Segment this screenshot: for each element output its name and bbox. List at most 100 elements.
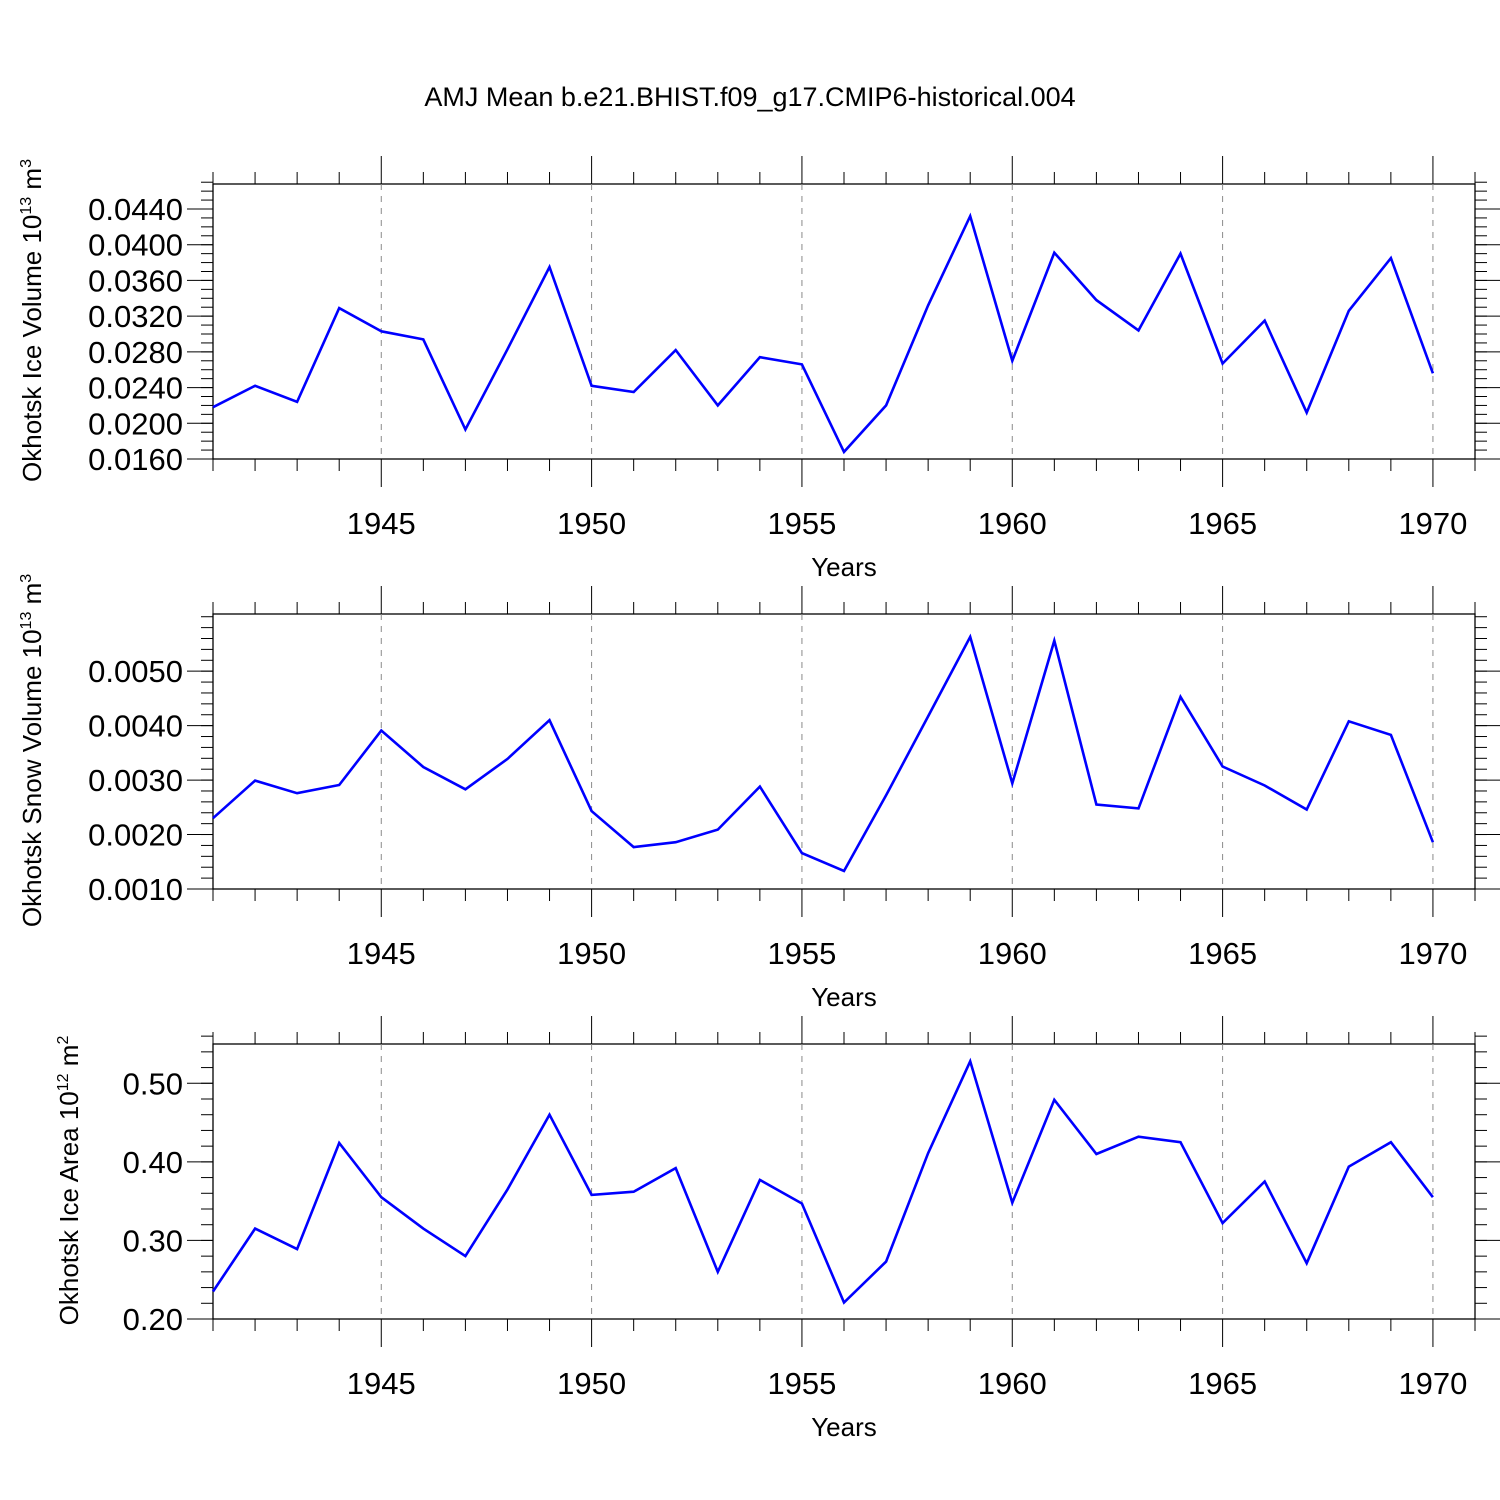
data-point bbox=[421, 337, 425, 341]
data-point bbox=[1010, 359, 1014, 363]
x-tick-label: 1965 bbox=[1188, 1366, 1257, 1401]
x-tick-label: 1960 bbox=[978, 936, 1047, 971]
data-point bbox=[463, 1254, 467, 1258]
x-axis-label: Years bbox=[811, 552, 877, 582]
y-tick-label: 0.0050 bbox=[88, 654, 183, 689]
data-point bbox=[1136, 1135, 1140, 1139]
y-axis-label: Okhotsk Snow Volume 1013 m3 bbox=[17, 574, 47, 927]
data-point bbox=[968, 1059, 972, 1063]
data-point bbox=[1305, 411, 1309, 415]
data-point bbox=[548, 718, 552, 722]
data-point bbox=[253, 384, 257, 388]
data-point bbox=[590, 809, 594, 813]
data-point bbox=[1347, 719, 1351, 723]
data-point bbox=[295, 400, 299, 404]
data-point bbox=[1389, 256, 1393, 260]
data-point bbox=[1263, 784, 1267, 788]
x-tick-label: 1970 bbox=[1398, 936, 1467, 971]
panel-3: 1945 1950 1955 1960 1965 1970 Years 0.20 0.30 0.4… bbox=[54, 1016, 1500, 1442]
data-point bbox=[421, 765, 425, 769]
x-tick-label: 1955 bbox=[767, 506, 836, 541]
data-point bbox=[1389, 733, 1393, 737]
data-point bbox=[1010, 781, 1014, 785]
data-point bbox=[884, 793, 888, 797]
x-tick-label: 1960 bbox=[978, 1366, 1047, 1401]
data-point bbox=[1179, 252, 1183, 256]
data-point bbox=[1431, 840, 1435, 844]
data-point bbox=[674, 348, 678, 352]
data-point bbox=[295, 1247, 299, 1251]
data-point bbox=[758, 1178, 762, 1182]
data-point bbox=[674, 840, 678, 844]
data-point bbox=[1094, 1152, 1098, 1156]
x-tick-label: 1965 bbox=[1188, 506, 1257, 541]
data-point bbox=[716, 1270, 720, 1274]
data-point bbox=[253, 1227, 257, 1231]
data-point bbox=[1221, 764, 1225, 768]
y-axis-label: Okhotsk Ice Volume 1013 m3 bbox=[17, 159, 47, 482]
y-tick-label: 0.0040 bbox=[88, 709, 183, 744]
data-point bbox=[1052, 1098, 1056, 1102]
x-tick-label: 1950 bbox=[557, 936, 626, 971]
data-point bbox=[716, 828, 720, 832]
y-tick-label: 0.0200 bbox=[88, 406, 183, 441]
y-tick-label: 0.0320 bbox=[88, 299, 183, 334]
data-point bbox=[505, 757, 509, 761]
data-point bbox=[1136, 328, 1140, 332]
y-tick-label: 0.30 bbox=[123, 1223, 183, 1258]
data-point bbox=[968, 635, 972, 639]
data-point bbox=[505, 1187, 509, 1191]
data-point bbox=[632, 845, 636, 849]
data-point bbox=[590, 1193, 594, 1197]
x-tick-label: 1945 bbox=[347, 506, 416, 541]
data-point bbox=[1431, 1195, 1435, 1199]
data-point bbox=[337, 1141, 341, 1145]
data-point bbox=[1094, 803, 1098, 807]
data-point bbox=[674, 1166, 678, 1170]
data-point bbox=[758, 785, 762, 789]
data-point bbox=[463, 787, 467, 791]
data-point bbox=[1389, 1140, 1393, 1144]
y-tick-label: 0.40 bbox=[123, 1145, 183, 1180]
data-point bbox=[926, 714, 930, 718]
data-point bbox=[842, 450, 846, 454]
data-point bbox=[800, 851, 804, 855]
y-tick-label: 0.0440 bbox=[88, 192, 183, 227]
panel-2: 1945 1950 1955 1960 1965 1970 Years 0.0010 0.002… bbox=[17, 574, 1500, 1012]
x-axis-label: Years bbox=[811, 1412, 877, 1442]
data-point bbox=[1136, 806, 1140, 810]
x-tick-label: 1945 bbox=[347, 1366, 416, 1401]
data-point bbox=[632, 390, 636, 394]
panel-1: 1945 1950 1955 1960 1965 1970 Years 0.01600.020… bbox=[17, 156, 1500, 582]
data-point bbox=[1179, 1140, 1183, 1144]
plot-frame bbox=[212, 1043, 1476, 1320]
x-tick-label: 1955 bbox=[767, 936, 836, 971]
y-tick-label: 0.0010 bbox=[88, 872, 183, 907]
data-point bbox=[1221, 1221, 1225, 1225]
data-point bbox=[1052, 639, 1056, 643]
data-point bbox=[211, 405, 215, 409]
x-tick-label: 1950 bbox=[557, 506, 626, 541]
data-point bbox=[1179, 695, 1183, 699]
data-point bbox=[337, 783, 341, 787]
y-tick-label: 0.0360 bbox=[88, 263, 183, 298]
y-axis-label: Okhotsk Ice Area 1012 m2 bbox=[54, 1036, 84, 1326]
data-point bbox=[548, 1113, 552, 1117]
data-point bbox=[337, 306, 341, 310]
x-tick-label: 1965 bbox=[1188, 936, 1257, 971]
series-line bbox=[212, 633, 1435, 873]
data-point bbox=[884, 1260, 888, 1264]
data-point bbox=[1221, 361, 1225, 365]
plot-frame bbox=[212, 613, 1476, 890]
chart-title: AMJ Mean b.e21.BHIST.f09_g17.CMIP6-histo… bbox=[424, 82, 1076, 112]
data-point bbox=[758, 355, 762, 359]
x-axis-label: Years bbox=[811, 982, 877, 1012]
y-tick-label: 0.0030 bbox=[88, 763, 183, 798]
data-point bbox=[211, 1290, 215, 1294]
series-line bbox=[211, 1057, 1434, 1305]
data-point bbox=[590, 384, 594, 388]
x-tick-label: 1955 bbox=[767, 1366, 836, 1401]
data-point bbox=[379, 1195, 383, 1199]
data-point bbox=[926, 303, 930, 307]
data-point bbox=[1263, 319, 1267, 323]
